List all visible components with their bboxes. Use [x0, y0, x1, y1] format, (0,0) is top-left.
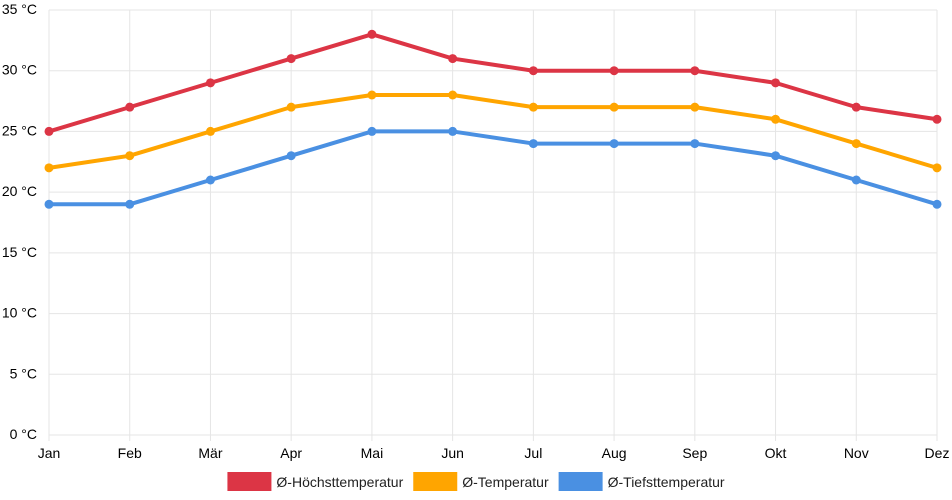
data-point[interactable] [690, 66, 700, 76]
data-point[interactable] [205, 126, 215, 136]
series-3 [44, 126, 942, 209]
legend-swatch [558, 472, 603, 491]
data-point[interactable] [125, 199, 135, 209]
y-tick-label: 30 °C [2, 62, 37, 78]
data-point[interactable] [851, 175, 861, 185]
x-tick-label: Jun [441, 445, 464, 461]
data-point[interactable] [851, 102, 861, 112]
legend-item-1[interactable]: Ø-Höchsttemperatur [227, 472, 404, 491]
data-point[interactable] [205, 78, 215, 88]
x-tick-label: Dez [925, 445, 950, 461]
data-point[interactable] [367, 126, 377, 136]
data-point[interactable] [528, 66, 538, 76]
axis-layer: 0 °C 5 °C 10 °C 15 °C 20 °C 25 °C 30 °C 35 °C Ja… [2, 1, 950, 461]
series-line [47, 32, 939, 134]
data-point[interactable] [367, 29, 377, 39]
series-line [47, 129, 939, 207]
data-point[interactable] [771, 151, 781, 161]
x-tick-label: Nov [844, 445, 869, 461]
data-point[interactable] [286, 54, 296, 64]
legend-swatch [227, 472, 272, 491]
data-point[interactable] [690, 139, 700, 149]
data-point[interactable] [690, 102, 700, 112]
data-point[interactable] [448, 54, 458, 64]
series-layer [44, 29, 942, 209]
data-point[interactable] [609, 66, 619, 76]
data-point[interactable] [125, 102, 135, 112]
data-point[interactable] [609, 102, 619, 112]
x-tick-label: Jul [524, 445, 542, 461]
data-point[interactable] [528, 139, 538, 149]
data-point[interactable] [609, 139, 619, 149]
data-point[interactable] [286, 102, 296, 112]
data-point[interactable] [771, 78, 781, 88]
data-point[interactable] [205, 175, 215, 185]
data-point[interactable] [125, 151, 135, 161]
grid-layer [48, 9, 938, 441]
data-point[interactable] [448, 126, 458, 136]
y-tick-label: 5 °C [10, 365, 37, 381]
x-tick-label: Apr [280, 445, 302, 461]
x-tick-label: Mai [361, 445, 384, 461]
y-tick-label: 35 °C [2, 1, 37, 17]
data-point[interactable] [286, 151, 296, 161]
legend-label: Ø-Tiefsttemperatur [608, 474, 725, 490]
series-2 [44, 90, 942, 173]
legend-label: Ø-Temperatur [462, 474, 549, 490]
y-tick-label: 25 °C [2, 122, 37, 138]
legend-item-3[interactable]: Ø-Tiefsttemperatur [558, 472, 725, 491]
legend-label: Ø-Höchsttemperatur [276, 474, 403, 490]
data-point[interactable] [771, 114, 781, 124]
data-point[interactable] [44, 199, 54, 209]
legend[interactable]: Ø-Höchsttemperatur Ø-Temperatur Ø-Tiefstte… [227, 472, 725, 491]
series-1 [44, 29, 942, 136]
legend-item-2[interactable]: Ø-Temperatur [413, 472, 549, 491]
legend-swatch [413, 472, 458, 491]
data-point[interactable] [528, 102, 538, 112]
data-point[interactable] [932, 163, 942, 173]
data-point[interactable] [851, 139, 861, 149]
data-point[interactable] [448, 90, 458, 100]
y-tick-label: 20 °C [2, 183, 37, 199]
series-line [47, 93, 939, 170]
data-point[interactable] [932, 114, 942, 124]
y-tick-label: 0 °C [10, 426, 37, 442]
x-tick-label: Sep [682, 445, 707, 461]
y-tick-label: 15 °C [2, 244, 37, 260]
x-tick-label: Okt [765, 445, 787, 461]
data-point[interactable] [44, 126, 54, 136]
data-point[interactable] [367, 90, 377, 100]
data-point[interactable] [932, 199, 942, 209]
x-tick-label: Jan [38, 445, 61, 461]
y-tick-label: 10 °C [2, 305, 37, 321]
x-tick-label: Feb [118, 445, 142, 461]
x-tick-label: Mär [198, 445, 222, 461]
x-tick-label: Aug [602, 445, 627, 461]
data-point[interactable] [44, 163, 54, 173]
